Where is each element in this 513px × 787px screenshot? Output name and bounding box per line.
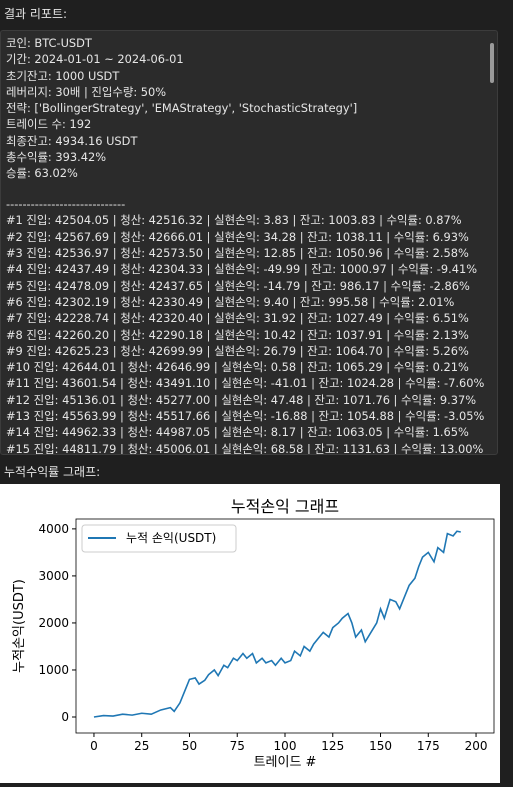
- legend-label: 누적 손익(USDT): [126, 531, 216, 545]
- y-tick-label: 0: [61, 710, 69, 724]
- x-tick-label: 150: [369, 739, 392, 753]
- report-line: #2 진입: 42567.69 | 청산: 42666.01 | 실현손익: 3…: [6, 229, 469, 244]
- x-tick-label: 75: [230, 739, 245, 753]
- report-line: 코인: BTC-USDT: [6, 36, 92, 50]
- report-line: #1 진입: 42504.05 | 청산: 42516.32 | 실현손익: 3…: [6, 213, 462, 228]
- x-tick-label: 0: [90, 739, 98, 753]
- report-line: 초기잔고: 1000 USDT: [6, 68, 120, 83]
- report-line: #12 진입: 45136.01 | 청산: 45277.00 | 실현손익: …: [6, 392, 477, 407]
- report-line: -----------------------------: [6, 197, 126, 212]
- report-line: #6 진입: 42302.19 | 청산: 42330.49 | 실현손익: 9…: [6, 294, 455, 309]
- report-line: 전략: ['BollingerStrategy', 'EMAStrategy',…: [6, 101, 358, 116]
- x-tick-label: 175: [417, 739, 440, 753]
- x-tick-label: 200: [465, 739, 488, 753]
- x-tick-label: 50: [182, 739, 197, 753]
- report-label: 결과 리포트:: [4, 7, 68, 21]
- report-line: 트레이드 수: 192: [6, 117, 92, 132]
- data-line: [93, 530, 461, 718]
- report-line: #13 진입: 45563.99 | 청산: 45517.66 | 실현손익: …: [6, 409, 485, 424]
- report-line: 승률: 63.02%: [6, 166, 78, 181]
- x-tick-label: 125: [321, 739, 344, 753]
- y-tick-label: 3000: [38, 569, 69, 583]
- graph-label: 누적수익률 그래프:: [4, 465, 101, 479]
- report-line: 레버리지: 30배 | 진입수량: 50%: [6, 84, 167, 99]
- report-line: #3 진입: 42536.97 | 청산: 42573.50 | 실현손익: 1…: [6, 246, 469, 261]
- plot-panel: 누적손익 그래프 트레이드 # 누적손익(USDT) 0 25 50 75 100 125…: [0, 484, 500, 783]
- y-tick-label: 2000: [38, 616, 69, 630]
- x-tick-label: 100: [274, 739, 297, 753]
- x-axis-label: 트레이드 #: [254, 755, 317, 770]
- report-line: #7 진입: 42228.74 | 청산: 42320.40 | 실현손익: 3…: [6, 311, 469, 326]
- report-textbox[interactable]: 코인: BTC-USDT 기간: 2024-01-01 ~ 2024-06-01 초…: [0, 30, 498, 455]
- y-tick-label: 1000: [38, 663, 69, 677]
- chart-title: 누적손익 그래프: [231, 497, 339, 516]
- report-line: 최종잔고: 4934.16 USDT: [6, 133, 138, 148]
- report-line: #11 진입: 43601.54 | 청산: 43491.10 | 실현손익: …: [6, 376, 485, 391]
- legend-box: [81, 524, 237, 553]
- y-tick-label: 4000: [38, 522, 69, 536]
- scrollbar[interactable]: [490, 43, 494, 83]
- report-line: #9 진입: 42625.23 | 청산: 42699.99 | 실현손익: 2…: [6, 343, 469, 358]
- report-line: #5 진입: 42478.09 | 청산: 42437.65 | 실현손익: -…: [6, 278, 470, 293]
- report-line: #10 진입: 42644.01 | 청산: 42646.99 | 실현손익: …: [6, 360, 469, 375]
- x-tick-label: 25: [134, 739, 149, 753]
- report-line: 총수익률: 393.42%: [6, 150, 107, 165]
- report-line: 기간: 2024-01-01 ~ 2024-06-01: [6, 52, 184, 67]
- report-line: #15 진입: 44811.79 | 청산: 45006.01 | 실현손익: …: [6, 441, 484, 455]
- report-line: #8 진입: 42260.20 | 청산: 42290.18 | 실현손익: 1…: [6, 327, 469, 342]
- chart: 누적손익 그래프 트레이드 # 누적손익(USDT) 0 25 50 75 100 125…: [12, 497, 495, 770]
- y-axis-label: 누적손익(USDT): [12, 579, 27, 673]
- report-line: #4 진입: 42437.49 | 청산: 42304.33 | 실현손익: -…: [6, 262, 478, 277]
- report-line: #14 진입: 44962.33 | 청산: 44987.05 | 실현손익: …: [6, 425, 469, 440]
